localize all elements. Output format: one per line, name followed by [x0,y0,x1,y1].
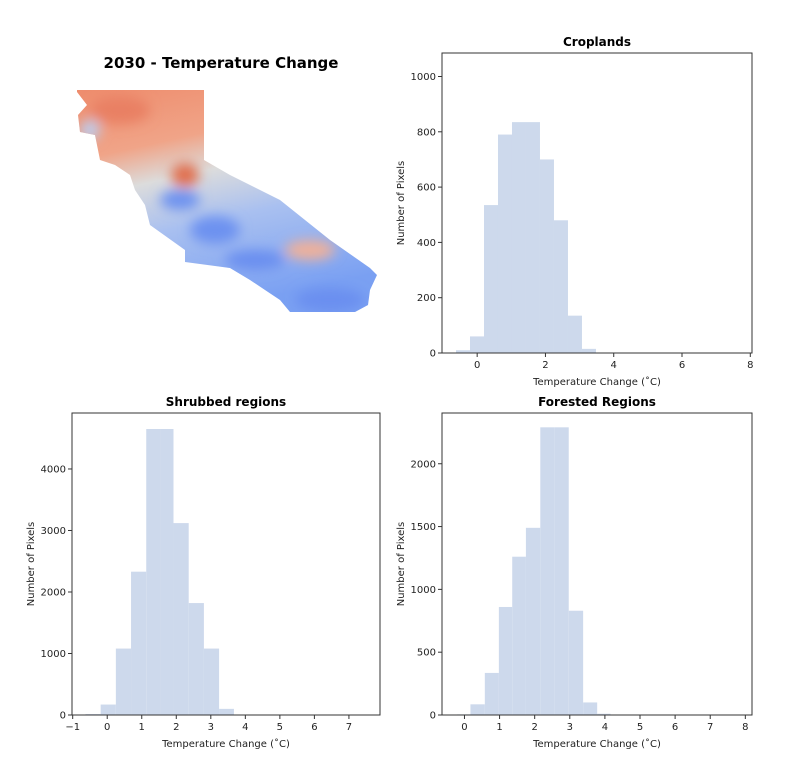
histogram-bar [581,348,596,353]
histogram-bar [131,571,147,715]
x-tick-label: 2 [173,722,179,733]
y-axis-label: Number of Pixels [396,522,407,607]
chart-title: Shrubbed regions [166,395,286,409]
histogram-bar [146,428,161,715]
histogram-forested-regions: 0 1 2 3 4 5 6 7 8 0 500 1000 1500 2000 Forested Region… [396,395,753,750]
x-tick-label: 7 [707,722,713,733]
histogram-bar [100,704,116,715]
histogram-bar [511,122,526,353]
histogram-bar [498,606,513,715]
histogram-bar [484,672,499,715]
x-tick-label: 8 [742,722,748,733]
y-tick-label: 800 [417,127,436,138]
x-tick-label: 0 [474,360,480,371]
y-tick-label: 2000 [411,459,436,470]
y-axis-label: Number of Pixels [26,522,37,607]
y-tick-label: 1500 [411,522,436,533]
california-temperature-map [77,90,377,312]
x-tick-label: 6 [311,722,317,733]
x-tick-label: 2 [531,722,537,733]
y-tick-label: 400 [417,238,436,249]
x-tick-label: 0 [104,722,110,733]
y-tick-label: 2000 [41,587,66,598]
histogram-bar [512,556,526,715]
axes-frame [71,412,381,716]
histogram-bar [455,350,470,353]
x-tick-label: 0 [461,722,467,733]
histogram-bar [554,427,569,715]
x-axis-label: Temperature Change (˚C) [532,738,661,750]
y-tick-label: 1000 [411,585,436,596]
y-tick-label: 600 [417,183,436,194]
x-axis-label: Temperature Change (˚C) [161,738,290,750]
y-tick-label: 0 [430,349,436,360]
x-tick-label: 2 [542,360,548,371]
x-tick-label: 4 [611,360,617,371]
histogram-bar [597,713,611,715]
histogram-bar [483,205,498,353]
x-tick-label: 6 [679,360,685,371]
y-tick-label: 500 [417,648,436,659]
x-tick-label: 8 [747,360,753,371]
histogram-bar [540,427,555,715]
histogram-bar [203,648,220,715]
y-tick-label: 200 [417,293,436,304]
histogram-croplands: 0 2 4 6 8 0 200 400 600 800 1000 Croplands Temperatu… [396,35,753,388]
chart-title: Croplands [563,35,631,49]
histogram-bar [567,315,582,353]
x-tick-label: 1 [496,722,502,733]
x-tick-label: 7 [346,722,352,733]
x-tick-label: 4 [602,722,608,733]
histogram-bar [160,428,174,715]
histogram-bar [568,610,584,715]
histogram-bar [469,336,484,353]
chart-title: Forested Regions [538,395,656,409]
y-tick-label: 0 [60,711,66,722]
map-title: 2030 - Temperature Change [104,54,339,72]
histogram-bar [173,523,189,715]
histogram-bar [188,603,204,715]
histogram-bar [539,159,554,353]
histogram-bar [219,708,234,715]
histogram-bar [115,648,132,715]
histogram-bar [497,134,512,353]
x-tick-label: 3 [208,722,214,733]
x-tick-label: 5 [637,722,643,733]
x-axis-label: Temperature Change (˚C) [532,376,661,388]
y-tick-label: 3000 [41,526,66,537]
axes-frame [441,412,753,716]
histogram-bar [525,527,541,715]
y-tick-label: 0 [430,711,436,722]
y-tick-label: 1000 [41,649,66,660]
histogram-bar [525,122,540,353]
x-tick-label: 4 [242,722,248,733]
histogram-bar [470,704,485,715]
y-tick-label: 4000 [41,464,66,475]
axes-frame [441,52,753,354]
x-tick-label: 5 [277,722,283,733]
x-tick-label: 3 [567,722,573,733]
y-axis-label: Number of Pixels [396,161,407,246]
y-tick-label: 1000 [411,72,436,83]
histogram-bar [583,702,598,715]
x-tick-label: −1 [65,722,80,733]
x-tick-label: 1 [139,722,145,733]
histogram-bar [553,220,568,353]
x-tick-label: 6 [672,722,678,733]
